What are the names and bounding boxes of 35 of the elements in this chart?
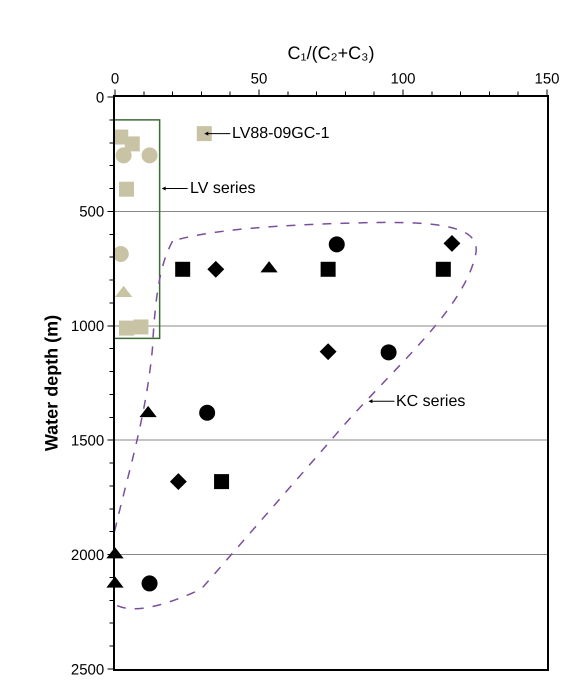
point (112, 246, 129, 262)
point (199, 404, 216, 421)
point (124, 136, 140, 152)
point (320, 262, 336, 277)
y-tick-label: 1000 (70, 318, 104, 336)
point (214, 474, 230, 490)
y-tick-label: 1500 (70, 432, 104, 450)
annotation: LV88-09GC-1 (232, 125, 330, 142)
point (116, 147, 132, 164)
y-tick-label: 0 (96, 89, 104, 106)
y-tick-label: 500 (79, 204, 104, 221)
point (380, 344, 397, 360)
x-tick-label: 100 (390, 70, 416, 88)
y-axis-title: Water depth (m) (42, 314, 62, 452)
y-tick-label: 2000 (70, 546, 104, 564)
point (444, 234, 460, 252)
point (320, 343, 337, 360)
annotation: KC series (396, 393, 466, 410)
point (436, 262, 451, 277)
point (119, 320, 134, 336)
x-tick-label: 50 (250, 70, 268, 88)
y-tick-label: 2500 (70, 661, 104, 678)
point (133, 319, 148, 334)
point (119, 182, 134, 197)
point (207, 260, 224, 278)
point (175, 262, 190, 277)
x-tick-label: 0 (110, 70, 120, 88)
x-tick-label: 150 (534, 70, 560, 88)
point (196, 126, 212, 142)
x-axis-title: C₁/(C₂+C₃) (288, 42, 374, 63)
annotation: LV series (190, 180, 256, 197)
point (328, 236, 345, 252)
point (142, 575, 158, 592)
point (142, 147, 158, 164)
point (170, 473, 187, 490)
